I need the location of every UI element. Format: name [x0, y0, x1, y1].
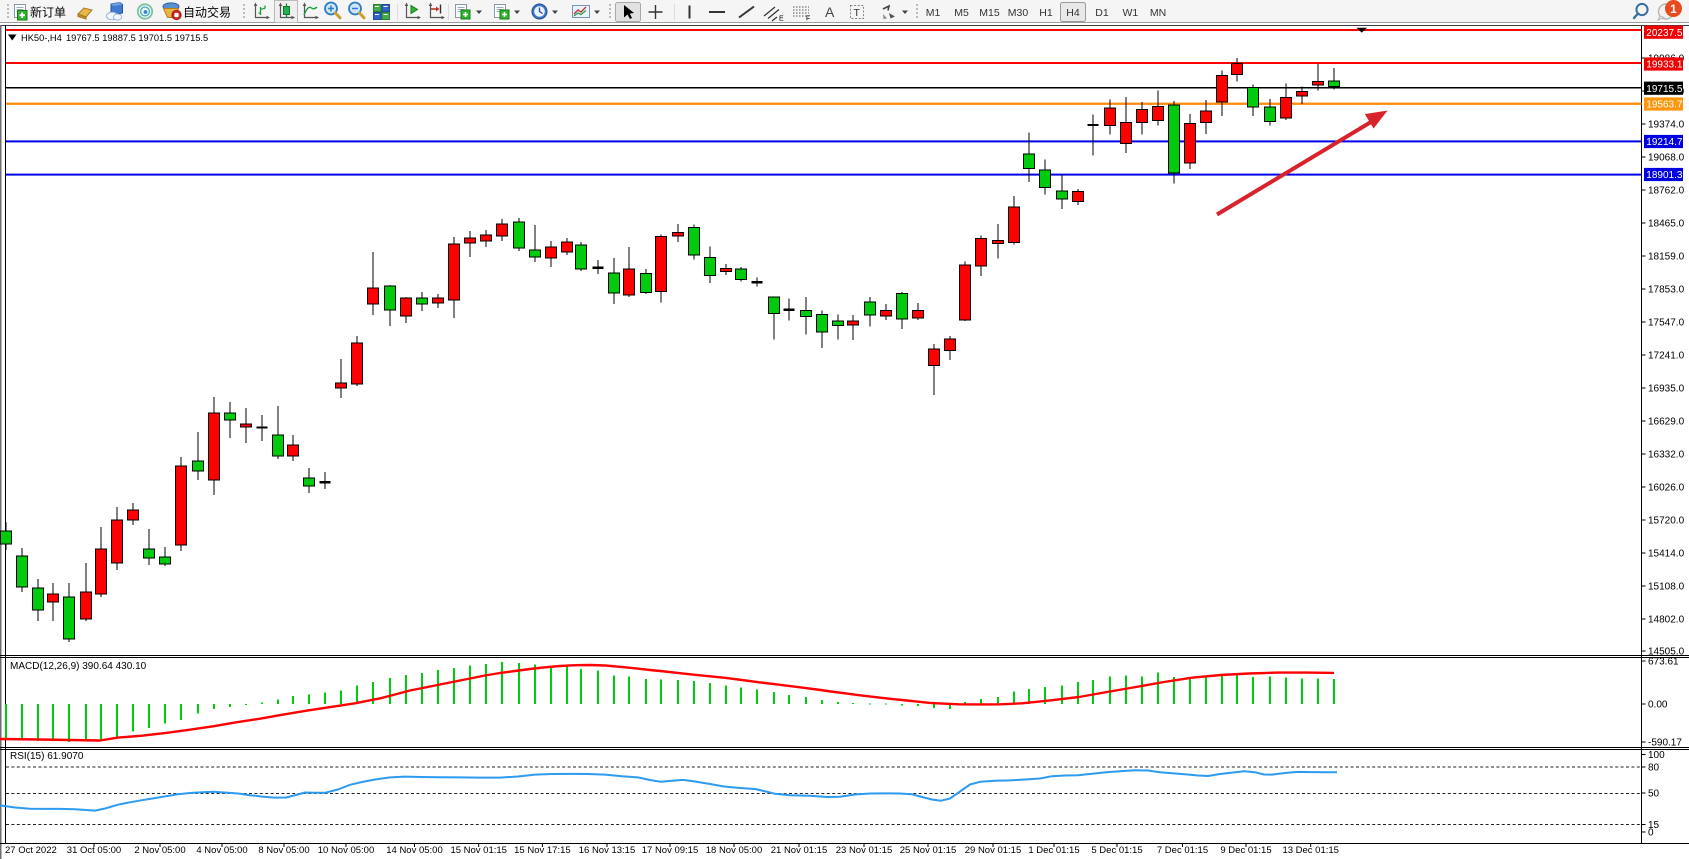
svg-text:M5: M5 — [954, 7, 969, 19]
svg-text:31 Oct 05:00: 31 Oct 05:00 — [67, 845, 121, 856]
svg-text:新订单: 新订单 — [30, 5, 66, 20]
svg-text:MACD(12,26,9) 390.64 430.10: MACD(12,26,9) 390.64 430.10 — [10, 661, 147, 672]
svg-text:19563.7: 19563.7 — [1646, 100, 1683, 111]
svg-text:16629.0: 16629.0 — [1648, 417, 1685, 428]
svg-text:16026.0: 16026.0 — [1648, 483, 1685, 494]
svg-text:H1: H1 — [1039, 7, 1053, 19]
svg-text:18901.3: 18901.3 — [1646, 170, 1683, 181]
svg-text:M30: M30 — [1008, 7, 1029, 19]
svg-text:19767.5 19887.5 19701.5 19715.: 19767.5 19887.5 19701.5 19715.5 — [66, 33, 208, 43]
svg-text:19715.5: 19715.5 — [1646, 84, 1683, 95]
svg-text:17241.0: 17241.0 — [1648, 351, 1685, 362]
svg-text:8 Nov 05:00: 8 Nov 05:00 — [258, 845, 309, 856]
svg-text:23 Nov 01:15: 23 Nov 01:15 — [836, 845, 893, 856]
svg-text:1 Dec 01:15: 1 Dec 01:15 — [1028, 845, 1079, 856]
svg-text:29 Nov 01:15: 29 Nov 01:15 — [965, 845, 1022, 856]
svg-text:80: 80 — [1648, 763, 1660, 774]
svg-text:15: 15 — [1648, 820, 1660, 831]
svg-text:17 Nov 09:15: 17 Nov 09:15 — [642, 845, 699, 856]
svg-text:19374.0: 19374.0 — [1648, 120, 1685, 131]
svg-text:100: 100 — [1648, 750, 1665, 761]
svg-text:-590.17: -590.17 — [1648, 738, 1682, 749]
svg-text:15 Nov 17:15: 15 Nov 17:15 — [514, 845, 571, 856]
svg-text:10 Nov 05:00: 10 Nov 05:00 — [318, 845, 375, 856]
svg-text:18159.0: 18159.0 — [1648, 252, 1685, 263]
svg-text:自动交易: 自动交易 — [183, 5, 231, 20]
svg-text:13 Dec 01:15: 13 Dec 01:15 — [1282, 845, 1339, 856]
svg-text:21 Nov 01:15: 21 Nov 01:15 — [771, 845, 828, 856]
svg-text:0.00: 0.00 — [1648, 700, 1668, 711]
svg-text:0: 0 — [1648, 828, 1654, 839]
svg-text:18762.0: 18762.0 — [1648, 186, 1685, 197]
svg-text:673.61: 673.61 — [1648, 657, 1679, 668]
svg-text:4 Nov 05:00: 4 Nov 05:00 — [196, 845, 247, 856]
svg-text:18 Nov 05:00: 18 Nov 05:00 — [706, 845, 763, 856]
svg-text:14505.0: 14505.0 — [1648, 647, 1685, 658]
svg-text:25 Nov 01:15: 25 Nov 01:15 — [900, 845, 957, 856]
svg-text:F: F — [806, 16, 810, 23]
svg-text:D1: D1 — [1095, 7, 1109, 19]
svg-text:19933.1: 19933.1 — [1646, 60, 1683, 71]
svg-text:19214.7: 19214.7 — [1646, 137, 1683, 148]
svg-text:17547.0: 17547.0 — [1648, 318, 1685, 329]
svg-text:15108.0: 15108.0 — [1648, 582, 1685, 593]
svg-text:14 Nov 05:00: 14 Nov 05:00 — [386, 845, 443, 856]
svg-text:E: E — [779, 16, 784, 23]
svg-text:MN: MN — [1150, 7, 1166, 19]
svg-text:2 Nov 05:00: 2 Nov 05:00 — [134, 845, 185, 856]
svg-text:7 Dec 01:15: 7 Dec 01:15 — [1157, 845, 1208, 856]
svg-text:W1: W1 — [1123, 7, 1139, 19]
svg-text:16935.0: 16935.0 — [1648, 384, 1685, 395]
svg-text:19068.0: 19068.0 — [1648, 153, 1685, 164]
svg-text:15 Nov 01:15: 15 Nov 01:15 — [450, 845, 507, 856]
svg-text:27 Oct 2022: 27 Oct 2022 — [5, 845, 57, 856]
svg-text:HK50-,H4: HK50-,H4 — [21, 33, 62, 43]
svg-text:17853.0: 17853.0 — [1648, 285, 1685, 296]
svg-text:16332.0: 16332.0 — [1648, 450, 1685, 461]
svg-text:20237.5: 20237.5 — [1646, 28, 1683, 39]
svg-text:14802.0: 14802.0 — [1648, 615, 1685, 626]
svg-text:M1: M1 — [926, 7, 941, 19]
svg-text:16 Nov 13:15: 16 Nov 13:15 — [579, 845, 636, 856]
svg-text:RSI(15) 61.9070: RSI(15) 61.9070 — [10, 751, 84, 762]
svg-text:9 Dec 01:15: 9 Dec 01:15 — [1220, 845, 1271, 856]
svg-text:H4: H4 — [1066, 7, 1080, 19]
svg-text:T: T — [854, 7, 861, 19]
svg-text:5 Dec 01:15: 5 Dec 01:15 — [1091, 845, 1142, 856]
svg-text:50: 50 — [1648, 789, 1660, 800]
svg-text:18465.0: 18465.0 — [1648, 219, 1685, 230]
svg-text:1: 1 — [1670, 2, 1677, 16]
svg-text:15414.0: 15414.0 — [1648, 549, 1685, 560]
svg-text:A: A — [825, 4, 835, 20]
svg-text:15720.0: 15720.0 — [1648, 516, 1685, 527]
svg-text:M15: M15 — [979, 7, 1000, 19]
